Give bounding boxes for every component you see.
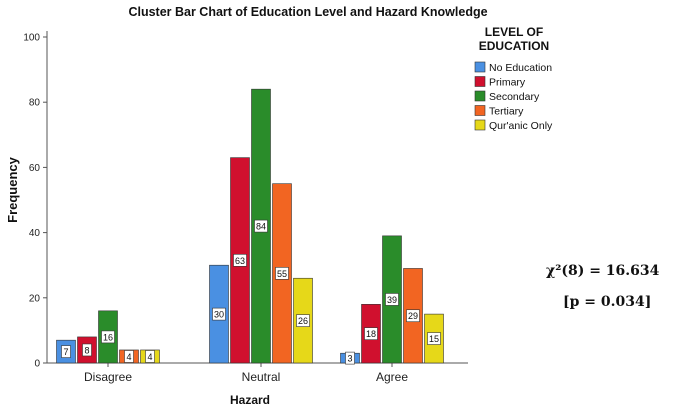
data-label-box bbox=[233, 254, 247, 267]
data-label-box bbox=[296, 314, 310, 327]
y-axis-label: Frequency bbox=[5, 156, 20, 223]
data-label: 30 bbox=[214, 310, 224, 320]
data-label: 7 bbox=[63, 347, 68, 357]
x-axis-label: Hazard bbox=[230, 393, 270, 407]
legend-swatch bbox=[474, 61, 486, 73]
data-label: 55 bbox=[277, 269, 287, 279]
legend-swatch bbox=[474, 105, 486, 116]
data-label-box bbox=[364, 327, 378, 340]
data-label: 16 bbox=[103, 332, 113, 342]
y-tick-label: 60 bbox=[29, 163, 41, 174]
data-label-box bbox=[124, 350, 134, 363]
legend-label: Primary bbox=[489, 77, 526, 89]
data-label: 26 bbox=[298, 316, 308, 326]
legend-label: No Education bbox=[489, 62, 552, 74]
data-label-box bbox=[82, 343, 92, 357]
data-label: 15 bbox=[429, 334, 439, 344]
data-label-box bbox=[145, 350, 155, 363]
data-label-box bbox=[101, 330, 115, 344]
data-label-box bbox=[406, 309, 420, 323]
chart-title: Cluster Bar Chart of Education Level and… bbox=[128, 5, 487, 19]
legend-label: Tertiary bbox=[489, 106, 524, 118]
data-label-box bbox=[61, 345, 71, 358]
data-label-box bbox=[345, 351, 355, 365]
data-label-box bbox=[212, 307, 226, 321]
y-tick-label: 20 bbox=[29, 293, 41, 304]
y-tick-label: 0 bbox=[34, 359, 40, 370]
legend-swatch bbox=[474, 90, 486, 102]
chi-square-statistic: χ²(8) = 16.634 bbox=[546, 263, 660, 279]
data-label: 4 bbox=[126, 352, 131, 362]
legend-swatch bbox=[474, 76, 486, 87]
legend-label: Qur'anic Only bbox=[489, 120, 553, 132]
x-tick-label: Disagree bbox=[84, 370, 132, 384]
p-value: [p = 0.034] bbox=[563, 294, 652, 310]
data-label: 4 bbox=[147, 352, 152, 362]
data-label: 39 bbox=[387, 295, 397, 305]
data-label-box bbox=[385, 293, 399, 306]
legend-title-line2: EDUCATION bbox=[479, 39, 549, 53]
data-label-box bbox=[275, 267, 289, 280]
x-tick-label: Agree bbox=[376, 370, 408, 384]
bars-group: 7 8 16 4 4 30 63 84 55 26 3 18 39 29 15 bbox=[56, 88, 444, 365]
y-tick-label: 100 bbox=[23, 33, 40, 44]
legend-label: Secondary bbox=[489, 91, 540, 103]
legend-title-line1: LEVEL OF bbox=[485, 25, 543, 39]
legend-swatch bbox=[474, 119, 486, 131]
data-label: 18 bbox=[366, 329, 376, 339]
legend: LEVEL OF EDUCATION No Education Primary Se… bbox=[474, 25, 553, 132]
data-label: 84 bbox=[256, 222, 266, 232]
x-tick-label: Neutral bbox=[242, 370, 281, 384]
data-label-box bbox=[427, 332, 441, 345]
data-label: 63 bbox=[235, 256, 245, 266]
y-tick-label: 40 bbox=[29, 228, 41, 239]
data-label: 29 bbox=[408, 311, 418, 321]
data-label-box bbox=[254, 219, 268, 233]
data-label: 3 bbox=[347, 354, 352, 364]
y-tick-label: 80 bbox=[29, 98, 41, 109]
data-label: 8 bbox=[84, 345, 89, 355]
